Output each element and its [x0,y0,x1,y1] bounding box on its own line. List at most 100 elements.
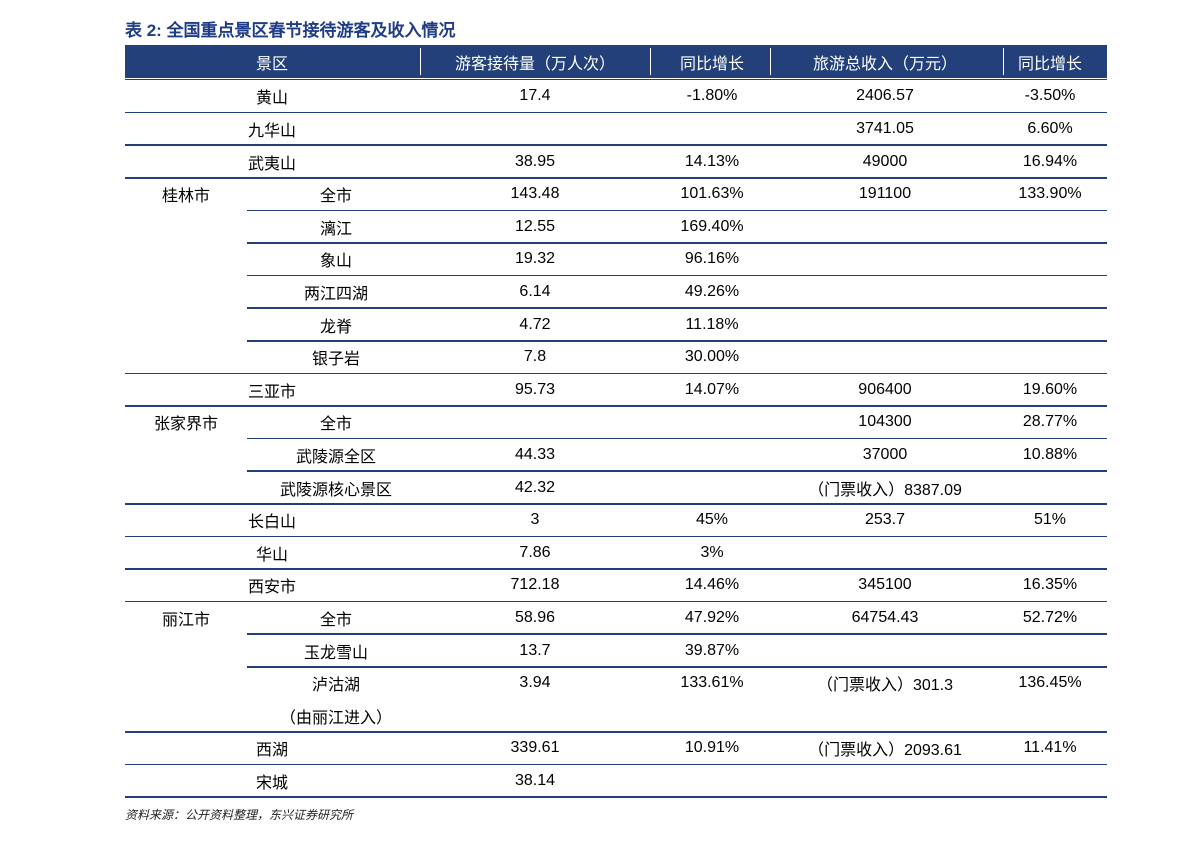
cell-visitors: 7.86 [519,543,551,561]
row-name: 华山 [255,546,289,564]
cell-visitors: 3.94 [519,674,551,692]
cell-visitors: 13.7 [519,641,551,659]
header-cell: 同比增长 [1017,56,1083,73]
header-separator [770,48,771,75]
row-line [247,666,1107,668]
cell-revenue: 253.7 [864,511,906,529]
row-name: 武陵源核心景区 [279,481,393,499]
cell-revenue-growth: 6.60% [1027,119,1073,137]
cell-revenue-growth: 51% [1033,511,1067,529]
header-cell: 游客接待量（万人次） [454,56,616,73]
header-separator [650,48,651,75]
row-name: 宋城 [255,774,289,792]
row-name: 玉龙雪山 [303,644,369,662]
cell-visitors-growth: 14.07% [684,380,740,398]
row-line [125,144,1107,146]
cell-visitors-growth: 39.87% [684,641,740,659]
group-label: 张家界市 [153,416,219,434]
group-label: 桂林市 [161,188,211,206]
row-name: 全市 [319,188,353,206]
row-name: 漓江 [319,220,353,238]
cell-visitors: 7.8 [523,348,547,366]
row-name: 全市 [319,416,353,434]
cell-visitors-growth: 3% [700,543,724,561]
cell-visitors: 38.95 [514,152,556,170]
cell-visitors-growth: -1.80% [686,87,738,105]
cell-visitors: 143.48 [510,185,560,203]
row-line [247,470,1107,472]
row-name: 长白山 [247,514,297,532]
row-name: 龙脊 [319,318,353,336]
cell-revenue: 49000 [862,152,908,170]
row-line [247,633,1107,635]
cell-visitors: 42.32 [514,478,556,496]
cell-visitors: 12.55 [514,217,556,235]
group-label: 丽江市 [161,611,211,629]
cell-visitors: 3 [530,511,540,529]
row-name: 西安市 [247,579,297,597]
cell-revenue: （门票收入）301.3 [816,677,954,695]
cell-revenue-growth: 52.72% [1022,608,1078,626]
table-title: 表 2: 全国重点景区春节接待游客及收入情况 [125,21,456,40]
row-line [125,731,1107,733]
cell-visitors-growth: 96.16% [684,250,740,268]
header-cell: 同比增长 [679,56,745,73]
cell-revenue-growth: 11.41% [1023,739,1077,757]
row-name: 银子岩 [311,351,361,369]
cell-revenue-growth: -3.50% [1024,87,1076,105]
cell-visitors: 19.32 [514,250,556,268]
row-line [125,503,1107,505]
row-line [247,340,1107,342]
row-line [125,177,1107,179]
cell-revenue-growth: 136.45% [1018,674,1082,692]
cell-revenue: （门票收入）8387.09 [808,481,962,499]
row-line [247,209,1107,212]
cell-visitors: 17.4 [519,87,551,105]
cell-visitors-growth: 45% [695,511,729,529]
cell-revenue-growth: 28.77% [1022,413,1078,431]
cell-visitors-growth: 14.13% [684,152,740,170]
cell-visitors: 6.14 [519,282,551,300]
header-cell: 景区 [255,56,289,73]
cell-revenue: 906400 [858,380,912,398]
cell-revenue-growth: 19.60% [1022,380,1078,398]
cell-revenue-growth: 16.94% [1022,152,1078,170]
header-separator [1003,48,1004,75]
cell-revenue: （门票收入）2093.61 [808,742,962,760]
row-line [125,568,1107,570]
row-line [247,307,1107,309]
row-name: 武陵源全区 [295,448,377,466]
cell-visitors-growth: 30.00% [684,348,740,366]
cell-revenue: 2406.57 [856,87,914,105]
cell-visitors: 95.73 [514,380,556,398]
row-line [247,242,1107,244]
row-line [125,405,1107,407]
cell-visitors: 44.33 [514,445,556,463]
cell-visitors: 38.14 [514,771,556,789]
cell-visitors: 58.96 [514,608,556,626]
cell-revenue-growth: 10.88% [1022,445,1078,463]
row-line [247,274,1107,277]
cell-revenue-growth: 133.90% [1018,185,1082,203]
cell-visitors: 712.18 [510,576,560,594]
cell-revenue: 104300 [858,413,912,431]
cell-visitors-growth: 10.91% [684,739,740,757]
cell-revenue-growth: 16.35% [1022,576,1078,594]
header-cell: 旅游总收入（万元） [812,56,958,73]
row-name: 黄山 [255,90,289,108]
cell-revenue: 191100 [858,185,912,203]
cell-revenue: 3741.05 [856,119,914,137]
row-name: 西湖 [255,742,289,760]
row-line [125,78,1107,80]
header-separator [420,48,421,75]
row-name: 象山 [319,253,353,271]
cell-revenue: 345100 [858,576,912,594]
cell-visitors-growth: 47.92% [684,608,740,626]
cell-visitors-growth: 169.40% [680,217,744,235]
row-line [125,372,1107,375]
row-name: 两江四湖 [303,285,369,303]
cell-revenue: 64754.43 [851,608,919,626]
row-line [247,437,1107,440]
row-name: 武夷山 [247,155,297,173]
